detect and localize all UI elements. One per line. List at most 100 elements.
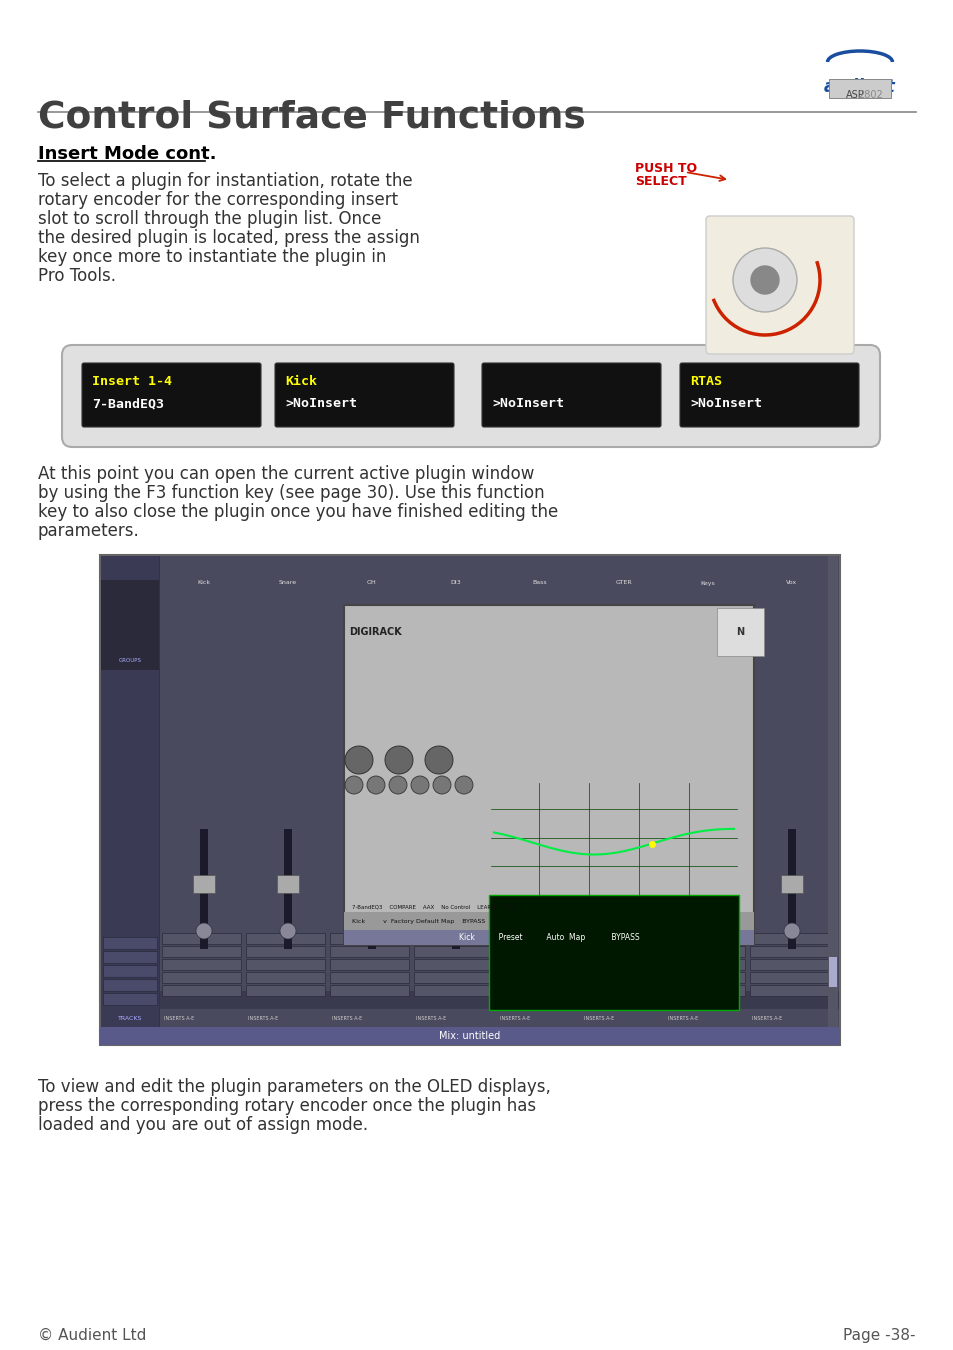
FancyBboxPatch shape — [529, 875, 551, 892]
Text: rotary encoder for the corresponding insert: rotary encoder for the corresponding ins… — [38, 190, 397, 209]
FancyBboxPatch shape — [103, 979, 157, 991]
FancyBboxPatch shape — [62, 346, 879, 447]
FancyBboxPatch shape — [414, 986, 493, 996]
Text: Snare: Snare — [278, 580, 296, 586]
FancyBboxPatch shape — [481, 363, 660, 427]
FancyBboxPatch shape — [452, 829, 459, 949]
Text: N: N — [735, 626, 743, 637]
Text: Insert 1-4: Insert 1-4 — [91, 375, 172, 387]
Circle shape — [433, 776, 451, 794]
FancyBboxPatch shape — [103, 937, 157, 949]
FancyBboxPatch shape — [749, 946, 828, 957]
FancyBboxPatch shape — [665, 933, 744, 944]
FancyBboxPatch shape — [749, 933, 828, 944]
FancyBboxPatch shape — [193, 875, 214, 892]
Circle shape — [732, 248, 796, 312]
FancyBboxPatch shape — [160, 556, 838, 1027]
Circle shape — [455, 776, 473, 794]
Text: >NoInsert: >NoInsert — [689, 397, 761, 410]
FancyBboxPatch shape — [246, 958, 325, 971]
Text: INSERTS A-E: INSERTS A-E — [416, 1015, 446, 1021]
Text: ASP: ASP — [845, 90, 863, 100]
FancyBboxPatch shape — [665, 958, 744, 971]
Circle shape — [345, 776, 363, 794]
Text: 7-BandEQ3    COMPARE    AAX    No Control    LEARN    TRIM: 7-BandEQ3 COMPARE AAX No Control LEARN T… — [352, 904, 515, 910]
FancyBboxPatch shape — [827, 556, 837, 1027]
Circle shape — [385, 747, 413, 774]
Text: RTAS: RTAS — [689, 375, 721, 387]
FancyBboxPatch shape — [444, 875, 467, 892]
Circle shape — [532, 923, 547, 940]
FancyBboxPatch shape — [101, 580, 159, 670]
Text: the desired plugin is located, press the assign: the desired plugin is located, press the… — [38, 230, 419, 247]
FancyBboxPatch shape — [581, 986, 660, 996]
Text: SELECT: SELECT — [635, 176, 686, 188]
FancyBboxPatch shape — [665, 972, 744, 983]
Text: press the corresponding rotary encoder once the plugin has: press the corresponding rotary encoder o… — [38, 1098, 536, 1115]
Text: PUSH TO: PUSH TO — [635, 162, 697, 176]
FancyBboxPatch shape — [162, 933, 241, 944]
FancyBboxPatch shape — [787, 829, 795, 949]
Circle shape — [280, 923, 295, 940]
FancyBboxPatch shape — [103, 950, 157, 963]
FancyBboxPatch shape — [665, 986, 744, 996]
FancyBboxPatch shape — [536, 829, 543, 949]
FancyBboxPatch shape — [414, 946, 493, 957]
FancyBboxPatch shape — [414, 972, 493, 983]
FancyBboxPatch shape — [665, 946, 744, 957]
FancyBboxPatch shape — [100, 555, 840, 1045]
Circle shape — [195, 923, 212, 940]
Text: INSERTS A-E: INSERTS A-E — [499, 1015, 530, 1021]
FancyBboxPatch shape — [246, 972, 325, 983]
FancyBboxPatch shape — [344, 913, 753, 930]
FancyBboxPatch shape — [703, 829, 711, 949]
Circle shape — [448, 923, 463, 940]
FancyBboxPatch shape — [274, 363, 454, 427]
Text: OH: OH — [367, 580, 376, 586]
Text: key to also close the plugin once you have finished editing the: key to also close the plugin once you ha… — [38, 504, 558, 521]
FancyBboxPatch shape — [103, 994, 157, 1004]
Text: DIGIRACK: DIGIRACK — [349, 626, 401, 637]
FancyBboxPatch shape — [160, 991, 838, 1008]
FancyBboxPatch shape — [246, 946, 325, 957]
Text: loaded and you are out of assign mode.: loaded and you are out of assign mode. — [38, 1116, 368, 1134]
FancyBboxPatch shape — [414, 933, 493, 944]
Text: Keys: Keys — [700, 580, 715, 586]
FancyBboxPatch shape — [749, 972, 828, 983]
FancyBboxPatch shape — [200, 829, 208, 949]
FancyBboxPatch shape — [581, 933, 660, 944]
Text: key once more to instantiate the plugin in: key once more to instantiate the plugin … — [38, 248, 386, 266]
Circle shape — [700, 923, 716, 940]
FancyBboxPatch shape — [581, 946, 660, 957]
FancyBboxPatch shape — [82, 363, 261, 427]
FancyBboxPatch shape — [330, 933, 409, 944]
FancyBboxPatch shape — [103, 965, 157, 977]
Text: INSERTS A-E: INSERTS A-E — [164, 1015, 194, 1021]
FancyBboxPatch shape — [781, 875, 802, 892]
Text: INSERTS A-E: INSERTS A-E — [583, 1015, 614, 1021]
FancyBboxPatch shape — [162, 986, 241, 996]
Text: At this point you can open the current active plugin window: At this point you can open the current a… — [38, 464, 534, 483]
FancyBboxPatch shape — [497, 933, 577, 944]
FancyBboxPatch shape — [489, 895, 739, 1010]
FancyBboxPatch shape — [828, 80, 890, 99]
FancyBboxPatch shape — [344, 605, 753, 945]
FancyBboxPatch shape — [619, 829, 627, 949]
Text: GTER: GTER — [615, 580, 632, 586]
FancyBboxPatch shape — [330, 946, 409, 957]
Circle shape — [367, 776, 385, 794]
Text: To view and edit the plugin parameters on the OLED displays,: To view and edit the plugin parameters o… — [38, 1079, 550, 1096]
Text: >NoInsert: >NoInsert — [492, 397, 563, 410]
FancyBboxPatch shape — [679, 363, 858, 427]
FancyBboxPatch shape — [162, 946, 241, 957]
FancyBboxPatch shape — [246, 933, 325, 944]
Text: audient: audient — [823, 78, 895, 96]
FancyBboxPatch shape — [697, 875, 719, 892]
Text: 2802: 2802 — [857, 90, 882, 100]
Text: INSERTS A-E: INSERTS A-E — [667, 1015, 698, 1021]
Text: by using the F3 function key (see page 30). Use this function: by using the F3 function key (see page 3… — [38, 485, 544, 502]
Circle shape — [616, 923, 631, 940]
Text: Vox: Vox — [785, 580, 797, 586]
Circle shape — [345, 747, 373, 774]
FancyBboxPatch shape — [330, 972, 409, 983]
